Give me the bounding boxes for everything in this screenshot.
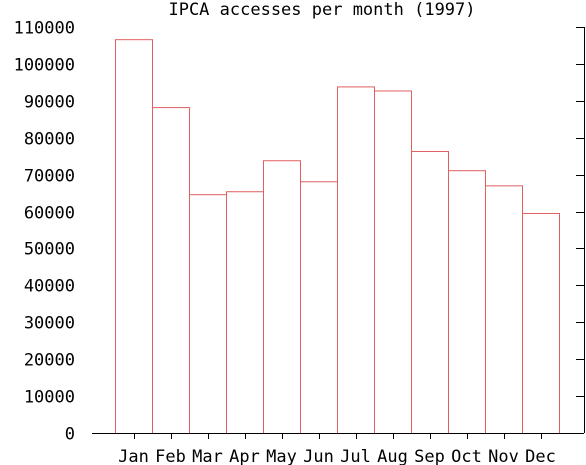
- y-tick-label: 0: [65, 425, 75, 445]
- x-tick-label-jun: Jun: [303, 447, 334, 465]
- bar-jun: [300, 181, 338, 434]
- x-tick-label-oct: Oct: [451, 447, 482, 465]
- bar-may: [263, 160, 301, 434]
- x-tick-label-apr: Apr: [229, 447, 260, 465]
- y-tick-label: 90000: [24, 93, 75, 113]
- x-tick-label-mar: Mar: [192, 447, 223, 465]
- bars-group: [115, 39, 560, 435]
- y-tick-label: 100000: [14, 56, 75, 76]
- bar-mar: [189, 194, 227, 434]
- y-tick-label: 40000: [24, 277, 75, 297]
- y-tick-label: 10000: [24, 388, 75, 408]
- x-tick-label-nov: Nov: [488, 447, 519, 465]
- y-tick-label: 60000: [24, 204, 75, 224]
- x-tick-label-jul: Jul: [340, 447, 371, 465]
- x-tick-label-sep: Sep: [414, 447, 445, 465]
- y-tick-label: 80000: [24, 130, 75, 150]
- bar-jan: [115, 39, 153, 435]
- x-tick-label-aug: Aug: [377, 447, 408, 465]
- bar-oct: [448, 170, 486, 434]
- bar-feb: [152, 107, 190, 435]
- bar-aug: [374, 90, 412, 434]
- x-tick-label-dec: Dec: [525, 447, 556, 465]
- y-axis-ticks: 0 10000 20000 30000 40000 50000 60000 70000 8000…: [14, 19, 584, 445]
- bar-nov: [485, 185, 523, 434]
- y-tick-label: 50000: [24, 240, 75, 260]
- bar-dec: [522, 213, 560, 434]
- y-tick-label: 20000: [24, 351, 75, 371]
- y-tick-label: 30000: [24, 314, 75, 334]
- bar-jul: [337, 86, 375, 434]
- y-tick-label: 70000: [24, 167, 75, 187]
- x-tick-label-feb: Feb: [155, 447, 186, 465]
- x-tick-label-may: May: [266, 447, 297, 465]
- x-axis-ticks: Jan Feb Mar Apr May Jun Jul Aug Sep Oct Nov Dec: [118, 433, 556, 465]
- x-tick-label-jan: Jan: [118, 447, 149, 465]
- bar-sep: [411, 151, 449, 434]
- axes-group: [92, 27, 585, 434]
- chart-title: IPCA accesses per month (1997): [168, 0, 475, 20]
- y-tick-label: 110000: [14, 19, 75, 39]
- bar-apr: [226, 191, 264, 434]
